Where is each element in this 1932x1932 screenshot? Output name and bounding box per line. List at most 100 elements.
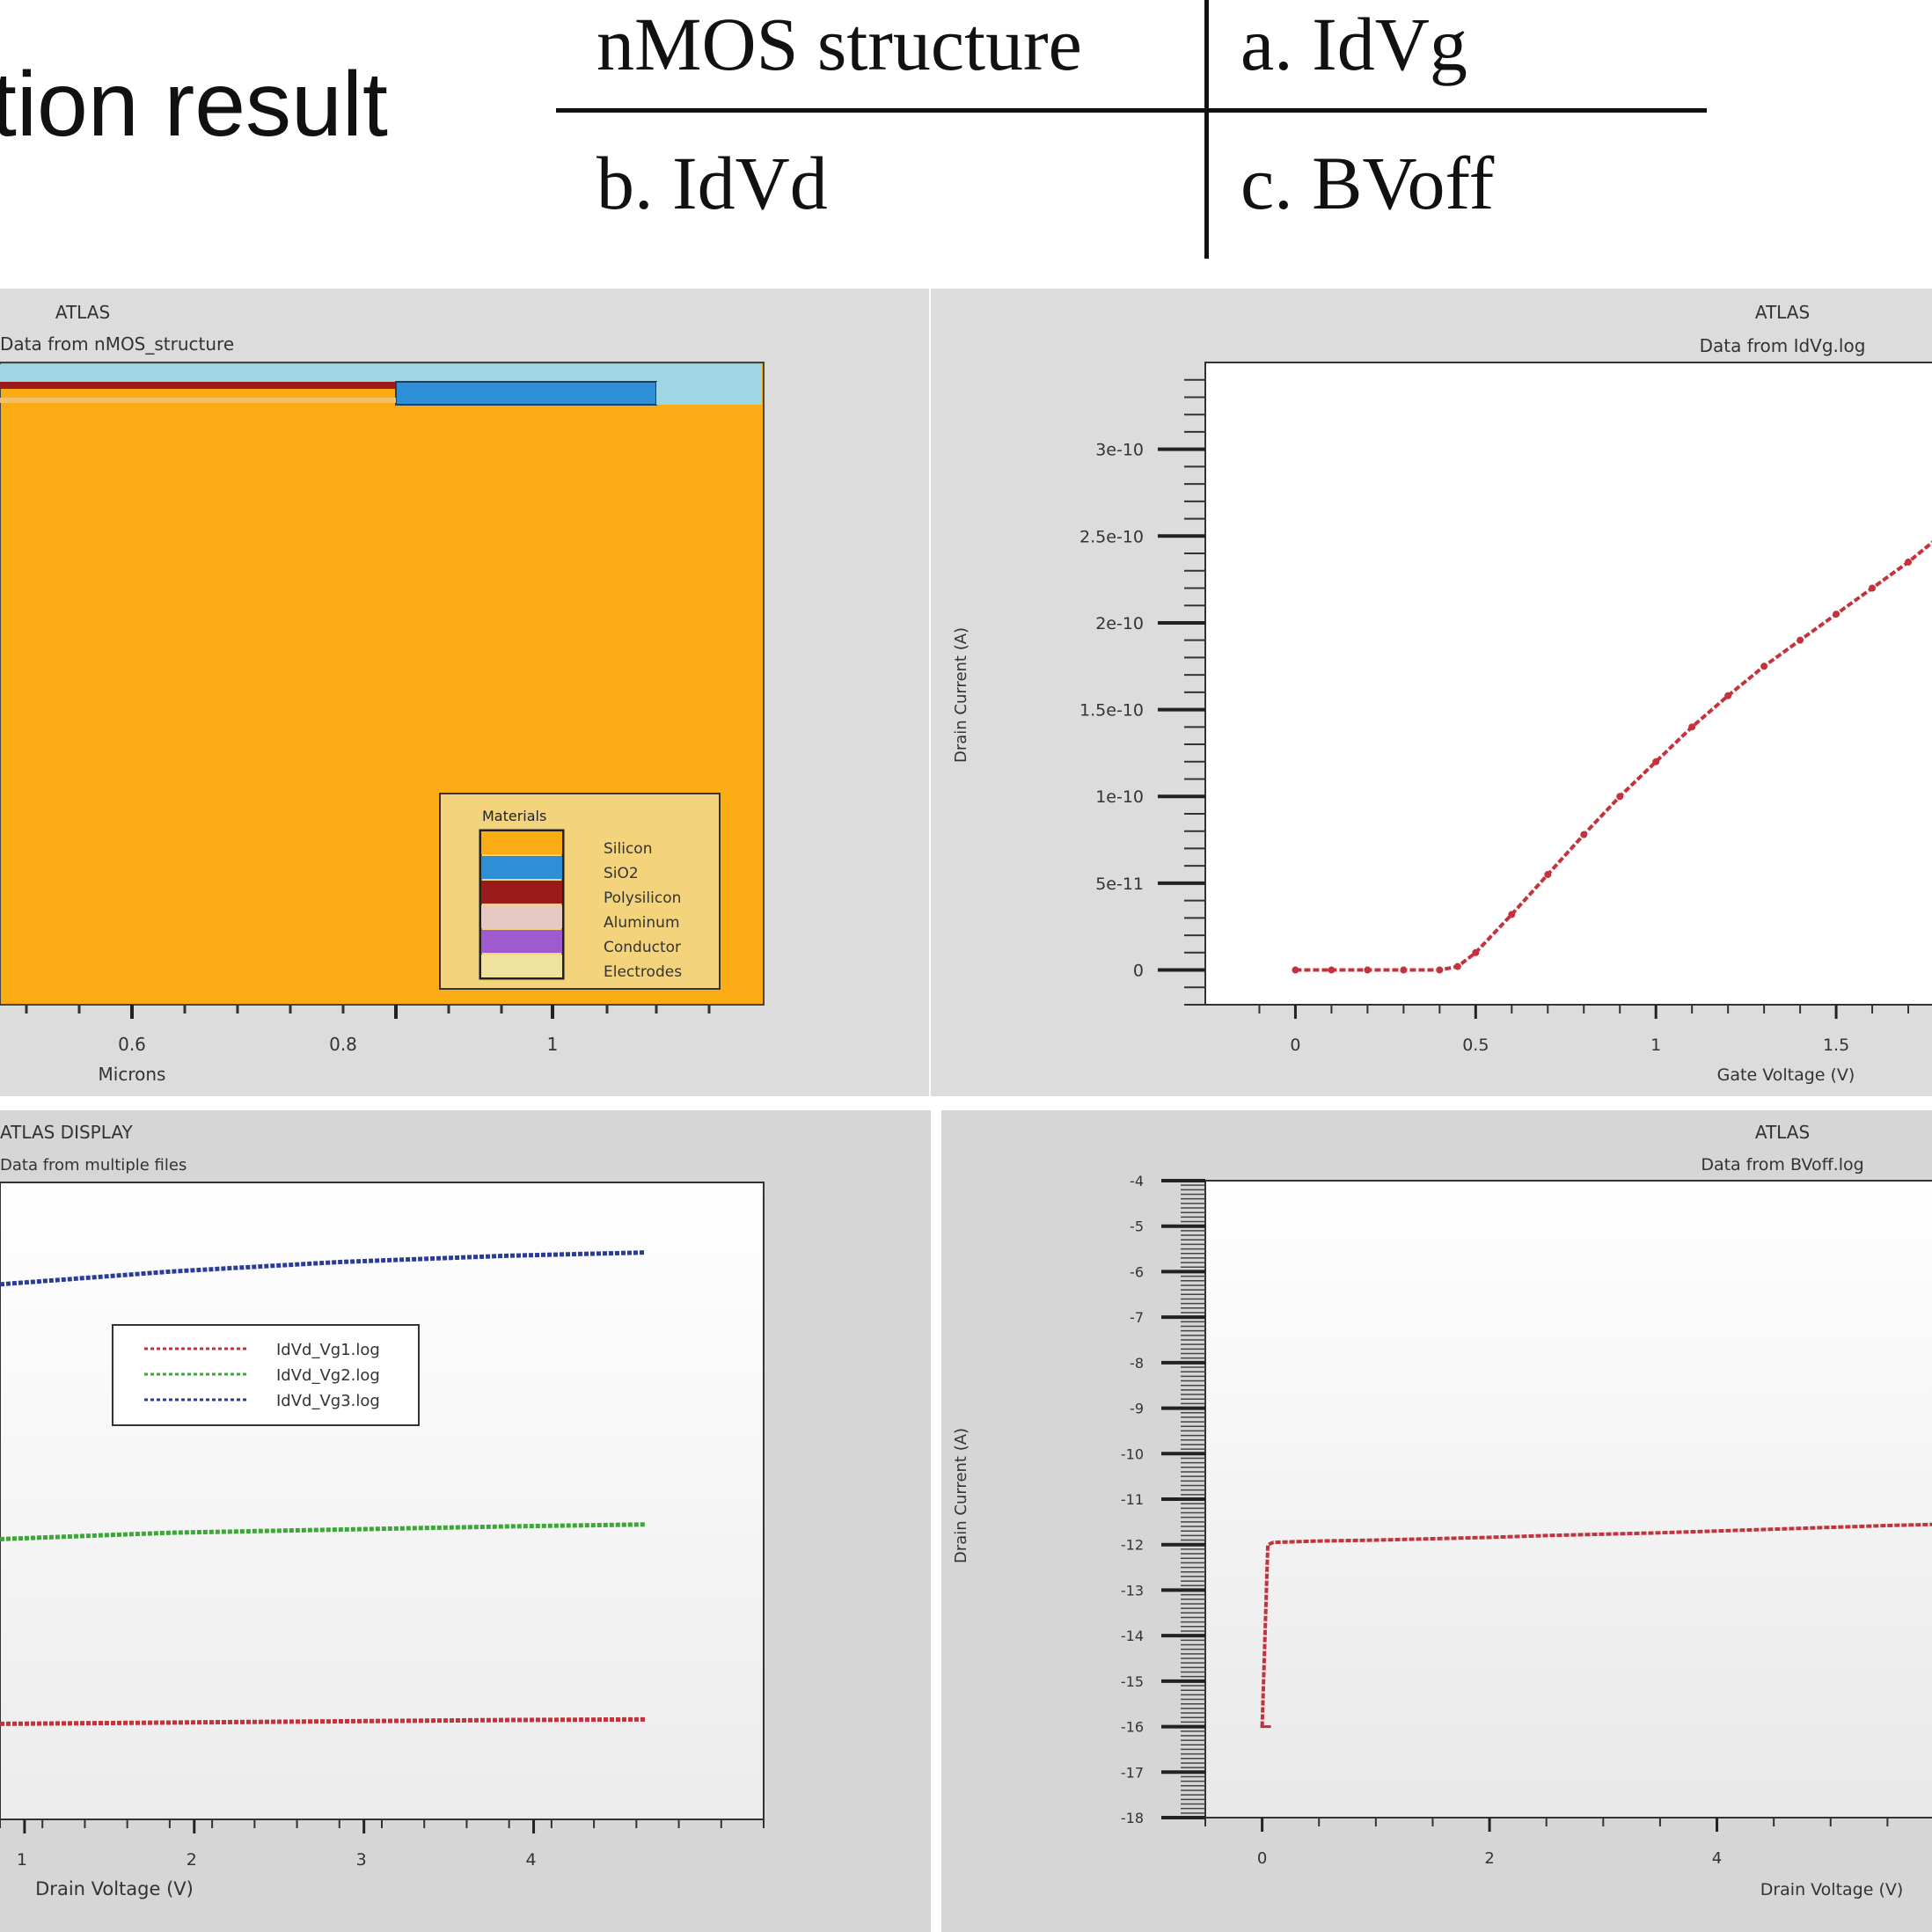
bvoff-y-tick-label: -12: [1121, 1537, 1144, 1554]
table-v-rule: [1204, 0, 1209, 259]
idvg-point: [1869, 584, 1877, 592]
label-idvd: b. IdVd: [596, 141, 828, 225]
swatch-silicon: [481, 831, 562, 854]
idvg-x-tick-label: 0.5: [1462, 1036, 1489, 1055]
legend-label-electrodes: Electrodes: [604, 963, 682, 981]
idvd-curve-3: [0, 1250, 646, 1287]
idvg-point: [1797, 636, 1804, 644]
structure-subtitle: Data from nMOS_structure: [0, 333, 234, 355]
idvg-x-axis: 0 0.5 1 1.5: [1258, 1005, 1910, 1055]
idvg-point: [1436, 966, 1444, 974]
swatch-conductor: [481, 930, 562, 953]
idvg-point: [1724, 692, 1732, 699]
bvoff-y-tick-label: -7: [1130, 1309, 1144, 1326]
bvoff-y-tick-label: -6: [1130, 1263, 1144, 1280]
bvoff-xlabel: Drain Voltage (V): [1760, 1880, 1904, 1899]
contact-block: [656, 382, 762, 405]
idvg-point: [1905, 558, 1913, 566]
idvd-legend-label-1: IdVd_Vg1.log: [276, 1341, 380, 1359]
oxide-block: [395, 381, 657, 406]
idvd-xlabel: Drain Voltage (V): [35, 1878, 194, 1899]
bvoff-y-tick-label: -14: [1121, 1628, 1144, 1644]
idvg-plot-area: [1204, 362, 1932, 1006]
interface-strip: [0, 398, 396, 403]
idvd-x-tick-label: 2: [187, 1850, 197, 1870]
idvg-point: [1400, 966, 1408, 974]
structure-title: ATLAS: [55, 302, 110, 323]
label-nmos-structure: nMOS structure: [596, 2, 1082, 86]
legend-label-sio2: SiO2: [604, 865, 639, 882]
swatch-sio2: [481, 856, 562, 879]
idvg-y-tick-label: 2.5e-10: [1079, 527, 1144, 546]
swatch-aluminum: [481, 905, 562, 928]
bvoff-ylabel: Drain Current (A): [952, 1428, 970, 1563]
structure-x-minor-ticks: [25, 1005, 711, 1014]
idvg-chart: ATLAS Data from IdVg.log 0 5e-11 1e-10 1.5e…: [952, 302, 1932, 1085]
idvg-x-tick-label: 0: [1290, 1036, 1300, 1055]
idvg-point: [1760, 662, 1768, 670]
bvoff-series: [1260, 1522, 1932, 1729]
idvg-x-tick-label: 1.5: [1823, 1036, 1849, 1055]
bvoff-curve: [1260, 1522, 1932, 1727]
legend-label-aluminum: Aluminum: [604, 914, 680, 932]
slide-title: tion result: [0, 54, 388, 156]
idvg-series: [1292, 540, 1932, 974]
idvd-plot-area: [0, 1182, 765, 1820]
idvd-title: ATLAS DISPLAY: [0, 1122, 133, 1143]
label-idvg: a. IdVg: [1240, 2, 1467, 86]
idvg-point: [1652, 757, 1660, 765]
bvoff-y-tick-label: -5: [1130, 1218, 1144, 1235]
idvg-point: [1292, 966, 1299, 974]
idvg-point: [1833, 611, 1841, 618]
bvoff-plot-area: [1204, 1180, 1932, 1819]
structure-xtick-0: 0.6: [118, 1034, 146, 1055]
legend-label-conductor: Conductor: [604, 939, 681, 956]
legend-label-polysilicon: Polysilicon: [604, 889, 681, 907]
idvd-x-tick-label: 4: [526, 1850, 537, 1870]
idvg-point: [1508, 911, 1516, 918]
bvoff-y-tick-label: -9: [1130, 1401, 1144, 1417]
idvd-subtitle: Data from multiple files: [0, 1156, 187, 1175]
idvg-x-tick-label: 1: [1650, 1036, 1661, 1055]
conductor-strip: [0, 364, 762, 382]
structure-legend: Materials Silicon SiO2 Polysilicon Alumi…: [439, 793, 721, 990]
legend-label-silicon: Silicon: [604, 840, 652, 858]
bvoff-y-tick-label: -11: [1121, 1491, 1144, 1508]
idvd-legend-label-3: IdVd_Vg3.log: [276, 1392, 380, 1410]
bvoff-x-axis: 0 2 4: [1204, 1818, 1889, 1868]
bvoff-chart: ATLAS Data from BVoff.log -4 -5 -6 -7 -8 -9 -1…: [952, 1122, 1932, 1899]
structure-legend-title: Materials: [482, 808, 546, 824]
idvd-x-tick-label: 3: [356, 1850, 367, 1870]
idvg-xlabel: Gate Voltage (V): [1717, 1065, 1855, 1085]
bvoff-y-tick-label: -18: [1121, 1810, 1144, 1826]
bvoff-y-tick-label: -15: [1121, 1673, 1144, 1690]
idvg-title: ATLAS: [1755, 302, 1810, 323]
bvoff-x-tick-label: 0: [1257, 1849, 1267, 1868]
idvd-curve-2: [0, 1522, 646, 1541]
idvg-y-tick-label: 1.5e-10: [1079, 701, 1144, 721]
structure-xtick-2: 1: [547, 1034, 559, 1055]
idvd-series: [0, 1250, 646, 1726]
idvg-point: [1616, 793, 1624, 801]
idvd-legend: IdVd_Vg1.log IdVd_Vg2.log IdVd_Vg3.log: [112, 1324, 420, 1426]
idvg-y-tick-label: 1e-10: [1095, 787, 1144, 807]
swatch-electrodes: [481, 955, 562, 977]
idvd-x-tick-label: 1: [17, 1850, 27, 1870]
bvoff-y-tick-label: -13: [1121, 1582, 1144, 1599]
idvg-subtitle: Data from IdVg.log: [1700, 335, 1866, 356]
idvd-chart: ATLAS DISPLAY Data from multiple files 1…: [0, 1122, 765, 1899]
idvg-point: [1328, 966, 1336, 974]
idvd-legend-label-2: IdVd_Vg2.log: [276, 1366, 380, 1385]
bvoff-subtitle: Data from BVoff.log: [1701, 1155, 1863, 1175]
idvd-curve-1: [0, 1716, 645, 1726]
idvg-point: [1472, 948, 1480, 956]
idvg-y-axis: 0 5e-11 1e-10 1.5e-10 2e-10 2.5e-10 3e-10: [1079, 378, 1205, 1006]
idvg-y-tick-label: 0: [1133, 962, 1144, 981]
idvd-x-axis: 1 2 3 4: [0, 1819, 765, 1870]
idvg-y-tick-label: 2e-10: [1095, 614, 1144, 633]
bvoff-y-tick-label: -4: [1130, 1173, 1144, 1189]
idvg-ylabel: Drain Current (A): [952, 627, 970, 763]
bvoff-y-axis: -4 -5 -6 -7 -8 -9 -10 -11 -12 -13 -14 -15 -16 -17 -18: [1121, 1173, 1205, 1826]
bvoff-y-tick-label: -17: [1121, 1764, 1144, 1781]
